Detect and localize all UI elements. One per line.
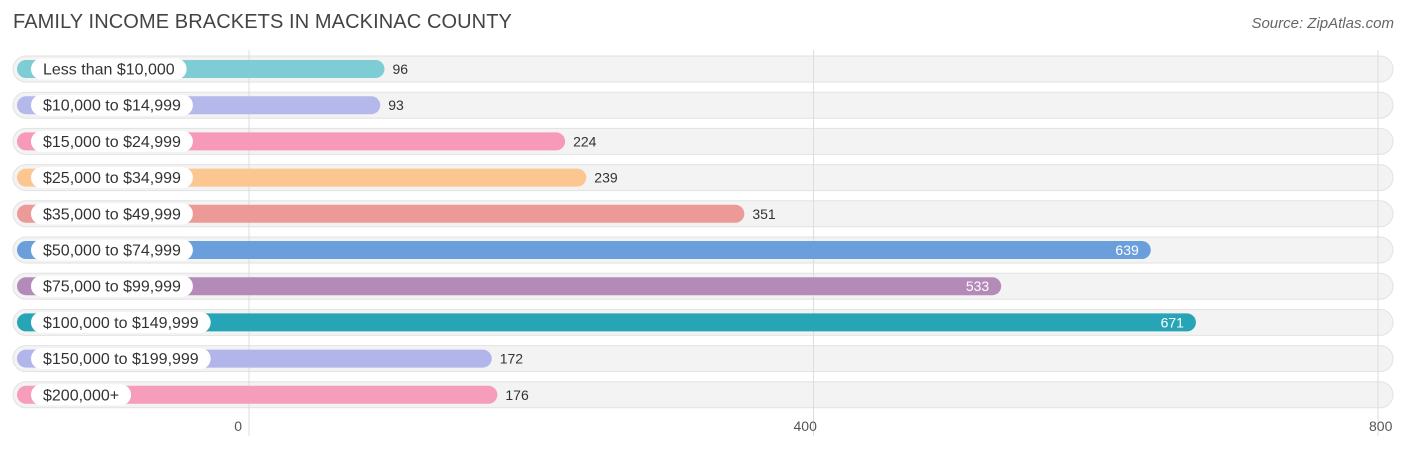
bar — [17, 241, 1151, 259]
category-label: $15,000 to $24,999 — [43, 134, 181, 151]
value-label: 224 — [573, 133, 597, 149]
value-label: 671 — [1161, 314, 1185, 330]
bar — [17, 204, 745, 223]
category-label: $150,000 to $199,999 — [43, 351, 199, 368]
chart-title: FAMILY INCOME BRACKETS IN MACKINAC COUNT… — [13, 11, 512, 33]
value-label: 172 — [500, 351, 524, 367]
x-tick-label: 0 — [234, 418, 242, 434]
x-axis: 0 400 800 — [234, 418, 1392, 434]
value-label: 351 — [752, 206, 776, 222]
x-tick-label: 400 — [794, 418, 818, 434]
x-tick-label: 800 — [1369, 418, 1393, 434]
value-label: 533 — [966, 278, 990, 294]
bar — [17, 313, 1196, 332]
value-label: 96 — [392, 61, 408, 77]
category-label-pill — [31, 203, 193, 225]
value-label: 93 — [388, 97, 404, 113]
value-label: 176 — [505, 387, 529, 403]
source-credit: Source: ZipAtlas.com — [1251, 15, 1394, 32]
category-label-pill — [31, 167, 193, 189]
category-label: $100,000 to $149,999 — [43, 315, 199, 332]
category-label: $35,000 to $49,999 — [43, 206, 181, 223]
bar — [17, 277, 1002, 296]
category-label-pill — [31, 311, 211, 333]
value-label: 639 — [1115, 242, 1139, 258]
category-label: $200,000+ — [43, 387, 119, 404]
value-label: 239 — [594, 170, 618, 186]
category-label-pill — [31, 130, 193, 152]
category-label-pill — [31, 348, 211, 370]
category-label-pill — [31, 94, 193, 116]
category-label: Less than $10,000 — [43, 62, 175, 79]
category-label-pill — [31, 239, 193, 261]
bars: Less than $10,000 96 $10,000 to $14,999 93 $… — [17, 58, 1196, 406]
bar — [17, 385, 498, 404]
category-label: $25,000 to $34,999 — [43, 170, 181, 187]
category-label-pill — [31, 275, 193, 297]
category-label: $75,000 to $99,999 — [43, 279, 181, 296]
category-label-pill — [31, 58, 187, 80]
category-label: $50,000 to $74,999 — [43, 243, 181, 260]
category-label-pill — [31, 384, 132, 406]
category-label: $10,000 to $14,999 — [43, 98, 181, 115]
